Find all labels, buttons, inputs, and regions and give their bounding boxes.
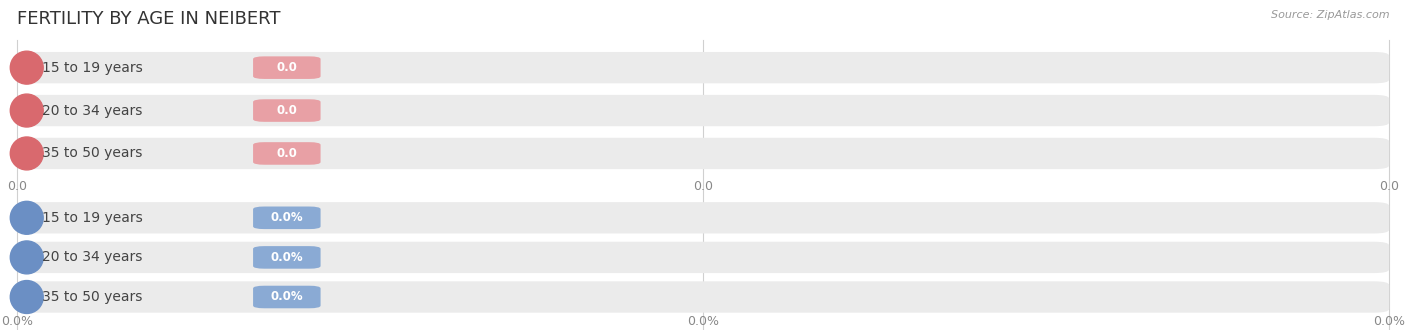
Text: 0.0%: 0.0%: [1, 315, 32, 328]
Text: 0.0: 0.0: [1379, 180, 1399, 193]
Text: 15 to 19 years: 15 to 19 years: [42, 61, 142, 75]
FancyBboxPatch shape: [253, 246, 321, 269]
FancyBboxPatch shape: [253, 56, 321, 79]
FancyBboxPatch shape: [17, 52, 1389, 83]
Ellipse shape: [10, 201, 44, 234]
Ellipse shape: [10, 280, 44, 314]
FancyBboxPatch shape: [17, 95, 1389, 126]
FancyBboxPatch shape: [253, 286, 321, 308]
Text: 15 to 19 years: 15 to 19 years: [42, 211, 142, 225]
FancyBboxPatch shape: [253, 207, 321, 229]
Text: 0.0%: 0.0%: [688, 315, 718, 328]
FancyBboxPatch shape: [17, 242, 1389, 273]
Text: Source: ZipAtlas.com: Source: ZipAtlas.com: [1271, 10, 1389, 20]
Text: 0.0: 0.0: [7, 180, 27, 193]
Text: 35 to 50 years: 35 to 50 years: [42, 147, 142, 160]
FancyBboxPatch shape: [253, 142, 321, 165]
Text: 0.0%: 0.0%: [1374, 315, 1405, 328]
FancyBboxPatch shape: [17, 281, 1389, 313]
Ellipse shape: [10, 51, 44, 84]
FancyBboxPatch shape: [17, 202, 1389, 234]
Ellipse shape: [10, 137, 44, 170]
Ellipse shape: [10, 241, 44, 274]
Text: 0.0: 0.0: [277, 147, 297, 160]
Text: 0.0%: 0.0%: [270, 290, 304, 304]
Text: 0.0: 0.0: [277, 61, 297, 74]
Text: 0.0%: 0.0%: [270, 211, 304, 224]
Text: 20 to 34 years: 20 to 34 years: [42, 250, 142, 264]
FancyBboxPatch shape: [253, 99, 321, 122]
Text: 0.0: 0.0: [693, 180, 713, 193]
Text: 35 to 50 years: 35 to 50 years: [42, 290, 142, 304]
FancyBboxPatch shape: [17, 138, 1389, 169]
Text: 20 to 34 years: 20 to 34 years: [42, 104, 142, 117]
Text: 0.0%: 0.0%: [270, 251, 304, 264]
Ellipse shape: [10, 94, 44, 127]
Text: 0.0: 0.0: [277, 104, 297, 117]
Text: FERTILITY BY AGE IN NEIBERT: FERTILITY BY AGE IN NEIBERT: [17, 10, 280, 28]
